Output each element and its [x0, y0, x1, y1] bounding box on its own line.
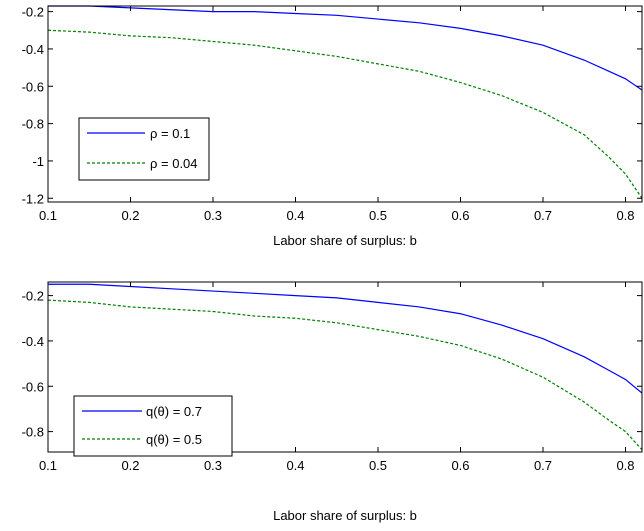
- x-tick-label-bottom-5: 0.6: [451, 458, 469, 473]
- series-group-bottom: [47, 283, 643, 451]
- x-tick-label-top-7: 0.8: [616, 208, 634, 223]
- x-tick-label-top-6: 0.7: [534, 208, 552, 223]
- chart-bottom: 0.1 0.2 0.3 0.4 0.5 0.6 0.7 0.8 -0.2 -0.4 -0.6 -0.8…: [22, 281, 643, 523]
- x-axis-title-bottom: Labor share of surplus: b: [273, 508, 417, 523]
- legend-box-bottom: [73, 395, 233, 457]
- legend-box-top: [78, 117, 210, 181]
- series-line-bottom-0: [48, 283, 643, 394]
- y-tick-label-top-0: -0.2: [22, 5, 44, 20]
- x-tick-label-top-2: 0.3: [204, 208, 222, 223]
- x-axis-title-top: Labor share of surplus: b: [273, 233, 417, 248]
- y-tick-label-top-5: -1.2: [22, 191, 44, 206]
- legend-top: ρ = 0.1 ρ = 0.04: [78, 117, 210, 181]
- x-tick-label-bottom-1: 0.2: [121, 458, 139, 473]
- x-tick-label-bottom-7: 0.8: [616, 458, 634, 473]
- ticks-group-bottom: 0.1 0.2 0.3 0.4 0.5 0.6 0.7 0.8 -0.2 -0.4 -0.6 -0.8: [22, 282, 642, 473]
- legend-label-rho-0-04: ρ = 0.04: [150, 156, 198, 171]
- y-tick-label-bottom-1: -0.4: [22, 334, 44, 349]
- series-line-top-1: [47, 29, 643, 199]
- chart-top: 0.1 0.2 0.3 0.4 0.5 0.6 0.7 0.8 -0.2 -0.4 -0.6 -0.8…: [22, 5, 643, 248]
- series-group-top: [47, 5, 643, 199]
- x-tick-label-top-1: 0.2: [121, 208, 139, 223]
- y-tick-label-bottom-2: -0.6: [22, 379, 44, 394]
- legend-bottom: q(θ) = 0.7 q(θ) = 0.5: [73, 395, 233, 457]
- legend-label-q-0-5: q(θ) = 0.5: [146, 432, 202, 447]
- y-tick-label-top-2: -0.6: [22, 79, 44, 94]
- legend-label-rho-0-1: ρ = 0.1: [150, 126, 190, 141]
- y-tick-label-top-4: -1: [32, 154, 44, 169]
- axes-box-top: [47, 5, 643, 203]
- x-tick-label-top-5: 0.6: [451, 208, 469, 223]
- x-tick-label-top-0: 0.1: [39, 208, 57, 223]
- x-tick-label-bottom-2: 0.3: [204, 458, 222, 473]
- x-tick-label-top-4: 0.5: [369, 208, 387, 223]
- y-tick-label-bottom-3: -0.8: [22, 425, 44, 440]
- y-tick-label-top-3: -0.8: [22, 117, 44, 132]
- legend-label-q-0-7: q(θ) = 0.7: [146, 404, 202, 419]
- x-tick-label-bottom-6: 0.7: [534, 458, 552, 473]
- axes-box-bottom: [47, 281, 643, 453]
- x-tick-label-top-3: 0.4: [286, 208, 304, 223]
- x-tick-label-bottom-3: 0.4: [286, 458, 304, 473]
- y-tick-label-top-1: -0.4: [22, 42, 44, 57]
- y-tick-label-bottom-0: -0.2: [22, 289, 44, 304]
- x-tick-label-bottom-4: 0.5: [369, 458, 387, 473]
- series-line-top-0: [48, 5, 643, 91]
- series-line-bottom-1: [47, 299, 643, 451]
- ticks-group-top: 0.1 0.2 0.3 0.4 0.5 0.6 0.7 0.8 -0.2 -0.4 -0.6 -0.8…: [22, 5, 642, 223]
- x-tick-label-bottom-0: 0.1: [39, 458, 57, 473]
